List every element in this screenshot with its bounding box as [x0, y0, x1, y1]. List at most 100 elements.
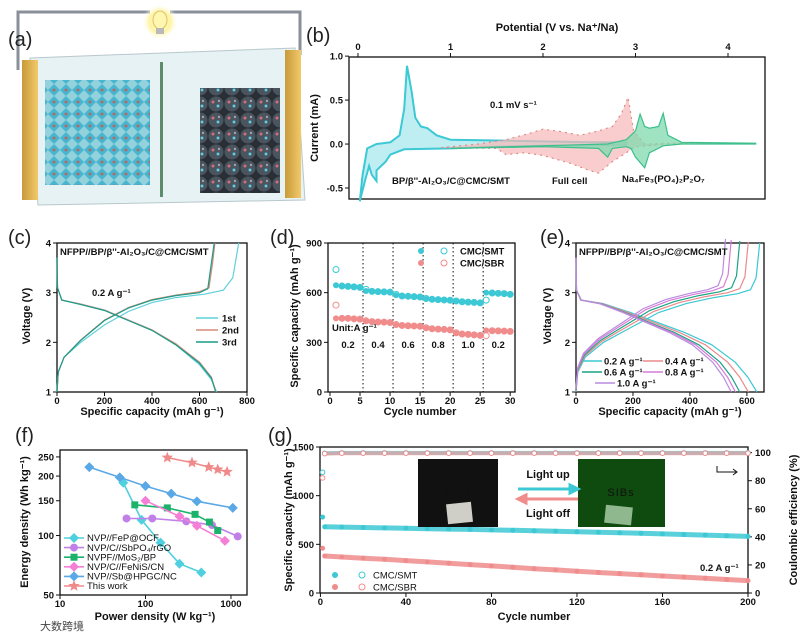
CMC/SBR-discharge-point	[482, 332, 490, 340]
battery-case-on	[604, 504, 633, 526]
x-tick-label: 1	[448, 42, 454, 53]
panel-c-axes: 0 200 400 600 800 1 2 3 4	[46, 239, 255, 408]
x-tick-label: 2	[540, 42, 545, 53]
CMC/SBR-charge-point	[489, 327, 496, 334]
CMC/SBR-charge-point	[507, 328, 514, 335]
CMC/SMT-capacity-point	[360, 524, 366, 530]
led-sign-on: SIBs	[607, 487, 634, 499]
y-tick-label: 4	[46, 239, 52, 250]
y2-tick-label: 0	[755, 589, 760, 600]
CMC/SMT-capacity-point	[446, 526, 452, 532]
cathode-lattice	[45, 80, 150, 185]
CMC/SMT-charge-point	[501, 290, 508, 297]
circle-point	[122, 514, 131, 523]
panel-b-axes: 0 1 2 3 4 -0.5 0.0 0.5 1.0	[327, 42, 766, 200]
x-axis-title: Specific capacity (mAh g⁻¹)	[80, 406, 224, 418]
x-tick-label: 600	[739, 396, 755, 407]
panel-c-frame	[56, 242, 248, 393]
CMC/SMT-discharge-point	[476, 299, 484, 307]
bulb-base	[156, 28, 164, 34]
CMC/SBR-capacity-point	[553, 567, 559, 573]
CMC/SBR-ce-point	[681, 450, 687, 456]
panel-label-b: (b)	[306, 25, 330, 47]
CMC/SMT-capacity-point	[531, 528, 537, 534]
CMC/SBR-ce-point	[638, 450, 644, 456]
CMC/SBR-charge-point	[381, 319, 388, 326]
rate-label: 0.2	[341, 340, 354, 351]
battery-case-off	[446, 501, 473, 525]
legend-label: CMC/SMT	[373, 571, 418, 582]
CMC/SBR-ce-point	[616, 450, 623, 456]
diamond-point	[140, 495, 151, 506]
CMC/SMT-charge-point	[435, 296, 442, 303]
CMC/SBR-charge-point	[453, 330, 460, 337]
panel-label-a: (a)	[8, 29, 32, 51]
unit-label: Unit:A g⁻¹	[332, 323, 377, 334]
star-point	[186, 456, 198, 468]
x-tick-label: 160	[655, 597, 671, 608]
CMC/SBR-charge-point	[483, 327, 490, 334]
panel-f-axes: 10 100 1000 50 100 150 200 250	[38, 449, 248, 610]
CMC/SBR-charge-point	[399, 322, 406, 329]
x-tick-label: 1000	[220, 599, 241, 610]
x-tick-label: 400	[682, 396, 698, 407]
CMC/SMT-capacity-point	[702, 532, 708, 538]
CMC/SMT-charge-point	[375, 288, 382, 295]
x-tick-label: 20	[445, 396, 456, 407]
separator	[160, 62, 163, 197]
square-point	[191, 510, 199, 518]
anode-spheres	[200, 88, 280, 193]
x-tick-label: 0	[573, 396, 578, 407]
circuit-wire	[16, 10, 302, 70]
CMC/SBR-capacity-point	[339, 554, 345, 560]
CMC/SBR-discharge-point	[506, 327, 514, 335]
CMC/SBR-capacity-point	[467, 562, 473, 568]
CMC/SMT-charge-point	[495, 290, 502, 297]
y-axis-title: Current (mA)	[309, 94, 321, 162]
diamond-point	[140, 481, 151, 492]
panel-label-c: (c)	[8, 227, 31, 249]
cathode-label: Na₄Fe₃(PO₄)₂P₂O₇	[622, 174, 705, 185]
CMC/SBR-capacity-point	[638, 572, 644, 578]
x-tick-label: 15	[415, 396, 426, 407]
CMC/SBR-charge-point	[429, 325, 436, 332]
legend-marker-hollow	[440, 247, 448, 255]
light-up-arrow-icon	[518, 482, 582, 496]
y-tick-label: 150	[38, 496, 54, 507]
x-tick-label: 5	[357, 396, 363, 407]
square-point	[163, 504, 171, 512]
CMC/SMT-charge-point	[369, 288, 376, 295]
diamond-point	[219, 535, 230, 546]
CMC/SMT-charge-point	[417, 293, 424, 300]
light-bulb-icon	[152, 10, 168, 30]
y-tick-label: 0.5	[330, 96, 344, 107]
CMC/SBR-capacity-point	[724, 576, 730, 582]
CMC/SBR-capacity-point	[659, 573, 665, 579]
x-tick-label: 0	[318, 597, 323, 608]
panel-e-axes: 0 200 400 600 1 2 3 4	[565, 239, 765, 407]
panel-g-frame	[319, 446, 749, 594]
panel-d-frame	[327, 242, 516, 393]
CMC/SBR-ce-point	[659, 450, 666, 456]
CMC/SMT-charge-point	[405, 293, 412, 300]
light-off-arrow-icon	[514, 492, 578, 506]
legend-label: 1st	[222, 314, 237, 325]
CMC/SBR-capacity-point	[360, 555, 366, 561]
square-point	[214, 527, 222, 535]
x-axis-title: Cycle number	[498, 611, 571, 623]
CMC/SBR-ce-point	[339, 450, 345, 456]
circle-point	[233, 532, 242, 541]
CMC/SBR-capacity-point	[745, 578, 751, 584]
charge-curve-2nd	[56, 242, 216, 393]
series-line-4	[89, 466, 233, 509]
y-tick-label: 3	[565, 288, 570, 299]
charge-curve-rate-1	[575, 241, 749, 392]
y2-tick-label: 60	[755, 504, 766, 515]
legend-marker	[70, 543, 78, 552]
x-tick-label: 0	[327, 396, 332, 407]
CMC/SMT-capacity-point	[617, 530, 623, 536]
rate-label: 0.8	[432, 340, 445, 351]
x-tick-label: 0	[54, 396, 59, 407]
